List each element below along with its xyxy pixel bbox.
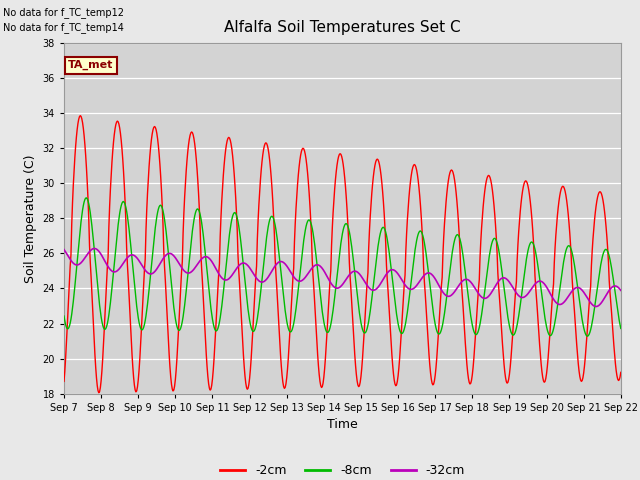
- Legend: -2cm, -8cm, -32cm: -2cm, -8cm, -32cm: [215, 459, 470, 480]
- Text: TA_met: TA_met: [68, 60, 113, 71]
- Title: Alfalfa Soil Temperatures Set C: Alfalfa Soil Temperatures Set C: [224, 20, 461, 35]
- Text: No data for f_TC_temp14: No data for f_TC_temp14: [3, 22, 124, 33]
- Text: No data for f_TC_temp12: No data for f_TC_temp12: [3, 7, 124, 18]
- X-axis label: Time: Time: [327, 418, 358, 431]
- Y-axis label: Soil Temperature (C): Soil Temperature (C): [24, 154, 37, 283]
